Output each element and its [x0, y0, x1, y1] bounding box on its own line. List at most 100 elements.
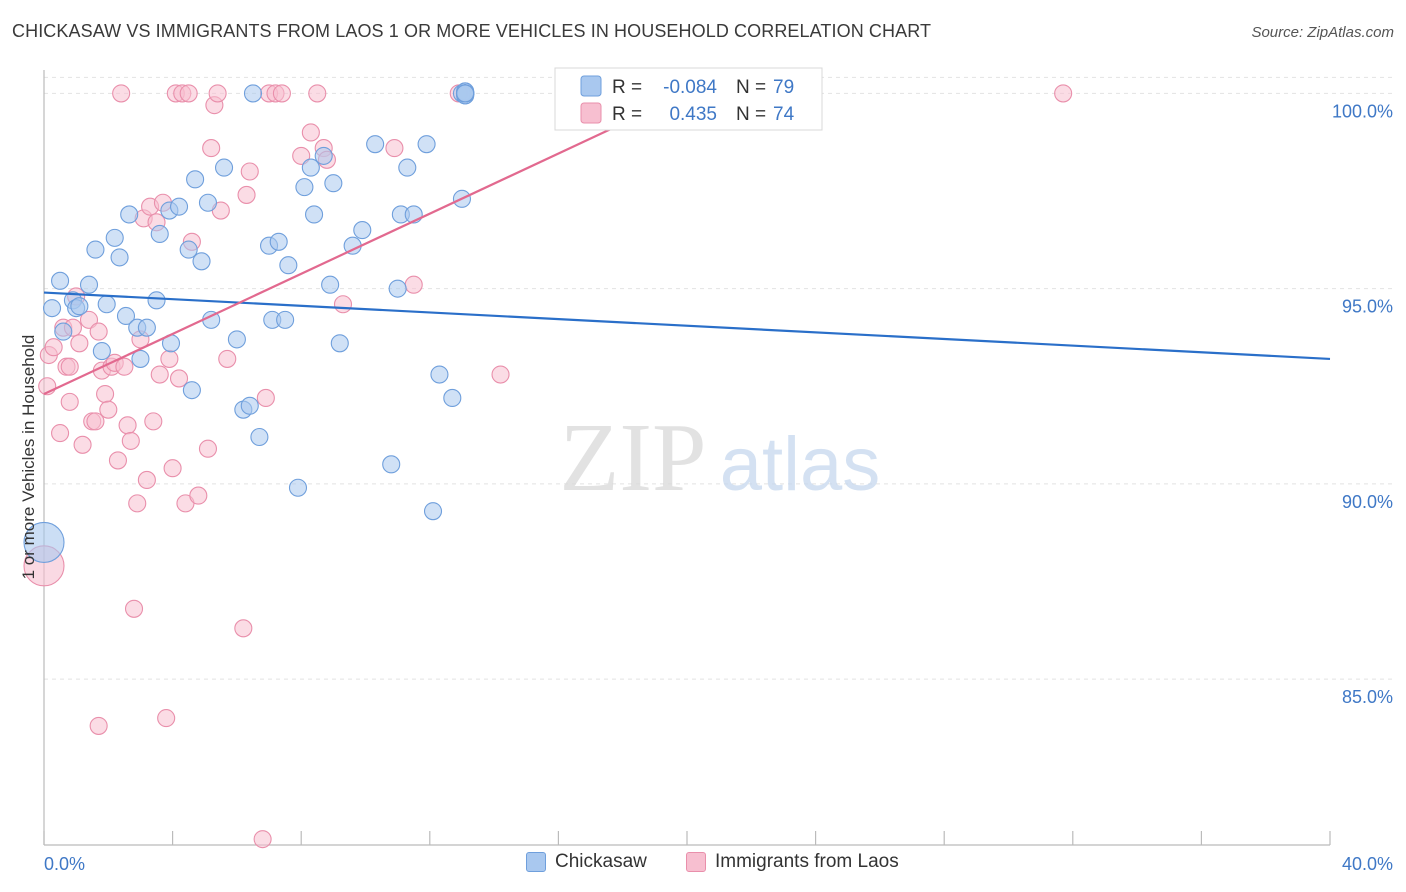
point-chickasaw-46	[330, 334, 349, 353]
point-chickasaw-33	[250, 427, 269, 447]
point-chickasaw-10	[105, 228, 124, 247]
point-laos-23	[121, 431, 140, 450]
y-tick-label-85: 85.0%	[1342, 687, 1393, 707]
point-chickasaw-0	[42, 299, 62, 318]
x-tick-label-min: 0.0%	[44, 854, 85, 874]
point-laos-52	[240, 162, 259, 181]
point-chickasaw-43	[314, 146, 333, 165]
point-laos-64	[385, 139, 404, 158]
point-chickasaw-50	[382, 455, 401, 474]
point-laos-38	[169, 369, 189, 388]
point-chickasaw-1	[51, 271, 70, 290]
legend-item-chickasaw: Chickasaw	[526, 851, 647, 873]
point-laos-63	[333, 295, 353, 314]
point-chickasaw-44	[321, 275, 340, 294]
trend-lines	[43, 92, 1331, 396]
point-chickasaw-57	[430, 365, 449, 384]
point-chickasaw-58	[443, 388, 462, 408]
legend-n-label-laos: N =	[736, 104, 766, 125]
legend-label-chickasaw: Chickasaw	[555, 851, 647, 872]
series-chickasaw	[23, 82, 475, 563]
point-chickasaw-5	[70, 297, 89, 316]
legend-n-label-chickasaw: N =	[736, 77, 766, 98]
watermark-atlas: atlas	[720, 422, 881, 507]
point-chickasaw-53	[398, 158, 417, 177]
point-laos-32	[150, 365, 169, 384]
point-laos-49	[218, 349, 237, 368]
point-laos-14	[89, 322, 108, 341]
point-chickasaw-7	[86, 240, 105, 259]
point-chickasaw-2	[54, 322, 73, 341]
legend-r-label-laos: R =	[612, 104, 642, 125]
point-chickasaw-37	[276, 310, 295, 329]
point-chickasaw-21	[169, 197, 189, 216]
point-laos-71	[1054, 84, 1073, 103]
point-chickasaw-13	[120, 205, 139, 224]
point-chickasaw-29	[227, 330, 246, 349]
x-tick-label-max: 40.0%	[1342, 854, 1393, 874]
point-laos-44	[198, 439, 218, 458]
point-laos-16	[96, 385, 115, 404]
trend-line-immigrants-from-laos	[43, 92, 688, 396]
point-laos-6	[60, 392, 79, 411]
point-laos-59	[301, 123, 320, 142]
point-laos-50	[234, 619, 253, 638]
point-chickasaw-9	[97, 295, 116, 314]
point-chickasaw-78	[456, 84, 475, 103]
point-laos-11	[79, 310, 99, 329]
legend-swatch-chickasaw	[526, 852, 546, 872]
point-chickasaw-31	[240, 396, 259, 415]
y-tick-label-100: 100.0%	[1332, 101, 1393, 121]
point-laos-3	[51, 424, 70, 443]
y-tick-labels: 85.0% 90.0% 95.0% 100.0%	[1332, 101, 1393, 707]
trend-line-chickasaw	[43, 291, 1331, 361]
point-laos-2	[44, 338, 63, 357]
point-chickasaw-48	[353, 221, 372, 240]
y-tick-label-90: 90.0%	[1342, 492, 1393, 512]
legend-top-swatch-chickasaw	[580, 75, 602, 97]
x-tick-labels: 0.0% 40.0%	[44, 854, 1393, 874]
point-laos-57	[272, 84, 291, 103]
legend-label-immigrants-from-laos: Immigrants from Laos	[715, 851, 899, 872]
chart-title: CHICKASAW VS IMMIGRANTS FROM LAOS 1 OR M…	[12, 21, 932, 41]
point-chickasaw-36	[269, 232, 288, 251]
point-chickasaw-11	[110, 248, 129, 267]
point-chickasaw-8	[92, 342, 111, 361]
point-laos-25	[128, 494, 147, 513]
point-chickasaw-23	[182, 381, 201, 400]
legend-n-value-chickasaw: 79	[773, 77, 794, 98]
point-laos-69	[60, 357, 79, 376]
point-chickasaw-28	[214, 158, 234, 177]
point-laos-35	[160, 349, 179, 368]
point-laos-68	[89, 716, 108, 735]
point-chickasaw-18	[150, 224, 169, 244]
point-laos-36	[163, 459, 182, 478]
point-laos-28	[137, 470, 156, 489]
watermark-zip: ZIP	[560, 404, 707, 512]
point-laos-43	[189, 486, 208, 505]
point-laos-70	[112, 84, 131, 103]
point-laos-45	[202, 139, 221, 158]
point-chickasaw-12	[116, 306, 136, 326]
legend-r-label-chickasaw: R =	[612, 77, 642, 98]
source-label: Source: ZipAtlas.com	[1251, 24, 1394, 41]
point-chickasaw-22	[179, 240, 198, 259]
legend-top: R = -0.084 N = 79 R = 0.435 N = 74	[554, 67, 823, 131]
point-laos-58	[292, 146, 311, 165]
point-chickasaw-39	[288, 478, 308, 497]
point-laos-34	[157, 709, 176, 728]
legend-r-value-laos: 0.435	[669, 104, 717, 125]
point-laos-67	[491, 365, 510, 384]
point-laos-21	[115, 357, 134, 376]
legend-top-swatch-laos	[580, 102, 602, 124]
point-laos-60	[308, 84, 327, 103]
point-chickasaw-15	[131, 349, 150, 368]
point-chickasaw-38	[279, 256, 298, 275]
point-chickasaw-24	[186, 170, 205, 189]
point-laos-65	[404, 275, 423, 294]
point-laos-17	[99, 400, 118, 419]
point-laos-30	[144, 412, 163, 431]
legend-item-immigrants-from-laos: Immigrants from Laos	[686, 851, 899, 873]
point-laos-13	[86, 412, 105, 431]
